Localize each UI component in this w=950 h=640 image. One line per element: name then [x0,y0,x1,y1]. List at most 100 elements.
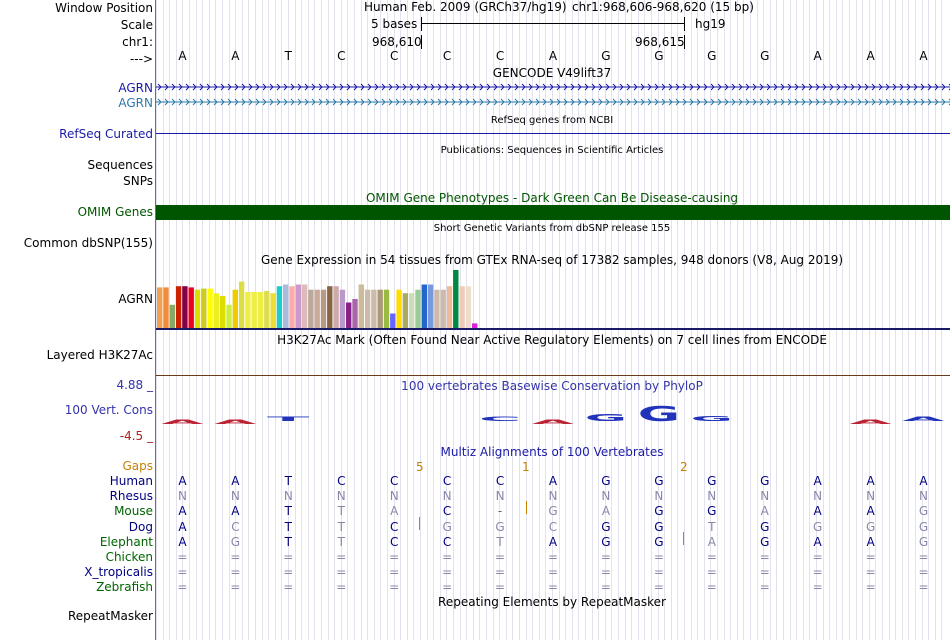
strand-chevron [318,98,323,106]
multiz-base: G [495,519,505,534]
multiz-base: = [653,580,664,595]
multiz-species-label[interactable]: Mouse [114,504,153,519]
refseq-line[interactable] [156,133,950,134]
ruler-base: C [495,49,505,63]
strand-chevron [325,98,330,106]
strand-chevron [206,98,211,106]
multiz-base: = [547,565,559,580]
multiz-base: A [548,474,558,488]
phylop-label[interactable]: 100 Vert. Cons [64,403,153,417]
multiz-base: A [813,534,822,549]
gtex-bar-chart[interactable] [156,268,950,330]
strand-chevron [619,83,624,91]
strand-chevron [850,83,855,91]
gtex-tissue-bar [238,281,245,328]
multiz-species-label[interactable]: Zebrafish [96,580,153,595]
strand-chevron [465,98,470,106]
strand-chevron [689,98,694,106]
grid-line [915,0,916,640]
strand-chevron [801,83,806,91]
gtex-tissue-bar [415,289,421,328]
gtex-tissue-bar [440,289,446,328]
omim-label[interactable]: OMIM Genes [77,205,153,219]
scale-bar-right-tick [684,17,685,31]
publications-label-sequences[interactable]: Sequences [87,158,153,172]
multiz-base: = [336,565,347,580]
grid-line [717,0,718,640]
strand-chevron [528,83,533,91]
strand-chevron [367,83,372,91]
gtex-tissue-bar [264,290,270,328]
gencode-label-2[interactable]: AGRN [118,96,153,110]
strand-chevron [752,83,757,91]
strand-chevron [178,98,183,106]
assembly-name: Human Feb. 2009 (GRCh37/hg19) [364,0,567,14]
gtex-tissue-bar [213,293,220,328]
grid-line [644,0,646,640]
strand-chevron [465,83,470,91]
strand-chevron [549,83,554,91]
refseq-label[interactable]: RefSeq Curated [59,127,153,141]
multiz-species-label[interactable]: Dog [128,519,153,534]
gtex-tissue-bar [163,287,169,328]
multiz-base: T [284,519,292,534]
strand-chevron [850,98,855,106]
strand-chevron [185,98,190,106]
multiz-species-label[interactable]: Rhesus [109,489,153,504]
multiz-base: C [548,519,558,534]
strand-chevron [682,98,687,106]
strand-chevron [199,83,204,91]
strand-chevron [241,98,246,106]
multiz-base: = [918,550,929,564]
strand-chevron [255,98,260,106]
multiz-species-label[interactable]: X_tropicalis [84,565,153,580]
dbsnp-label[interactable]: Common dbSNP(155) [23,236,153,250]
gencode-label-1[interactable]: AGRN [118,81,153,95]
multiz-base: = [706,550,717,564]
strand-chevron [528,98,533,106]
strand-chevron [395,98,400,106]
strand-chevron [402,98,407,106]
multiz-base: T [708,519,716,534]
publications-label-snps[interactable]: SNPs [123,174,153,188]
grid-line [578,0,580,640]
strand-chevron [395,83,400,91]
h3k27ac-baseline[interactable] [156,375,950,376]
strand-chevron [598,83,603,91]
strand-chevron [262,83,267,91]
gtex-label[interactable]: AGRN [118,292,153,306]
strand-chevron [689,83,694,91]
strand-chevron [927,98,932,106]
multiz-species-label[interactable]: Elephant [99,534,153,549]
strand-chevron [458,83,463,91]
repeatmasker-label[interactable]: RepeatMasker [67,609,153,623]
multiz-base: = [600,580,611,595]
omim-bar[interactable] [156,205,950,220]
strand-chevron [234,98,239,106]
multiz-species-label[interactable]: Human [109,474,153,488]
multiz-species-label[interactable]: Chicken [105,550,153,564]
phylop-base-mark: A [532,419,577,426]
phylop-base-mark: T [267,416,319,423]
multiz-base: N [601,489,611,504]
strand-chevron [584,83,589,91]
gencode-transcripts[interactable] [156,82,950,108]
grid-line [783,0,784,640]
multiz-base: = [336,580,347,595]
multiz-base: A [178,504,187,519]
grid-line [921,0,923,640]
grid-line [664,0,666,640]
h3k27ac-label[interactable]: Layered H3K27Ac [46,348,153,362]
grid-line [651,0,652,640]
gtex-tissue-bar [346,302,352,328]
strand-chevron [668,98,673,106]
multiz-base: = [759,580,770,595]
strand-chevron [696,98,701,106]
multiz-base: = [547,580,559,595]
multiz-base: C [337,474,346,488]
strand-chevron [374,98,379,106]
strand-chevron [479,83,484,91]
phylop-base-mark: G [638,402,680,426]
